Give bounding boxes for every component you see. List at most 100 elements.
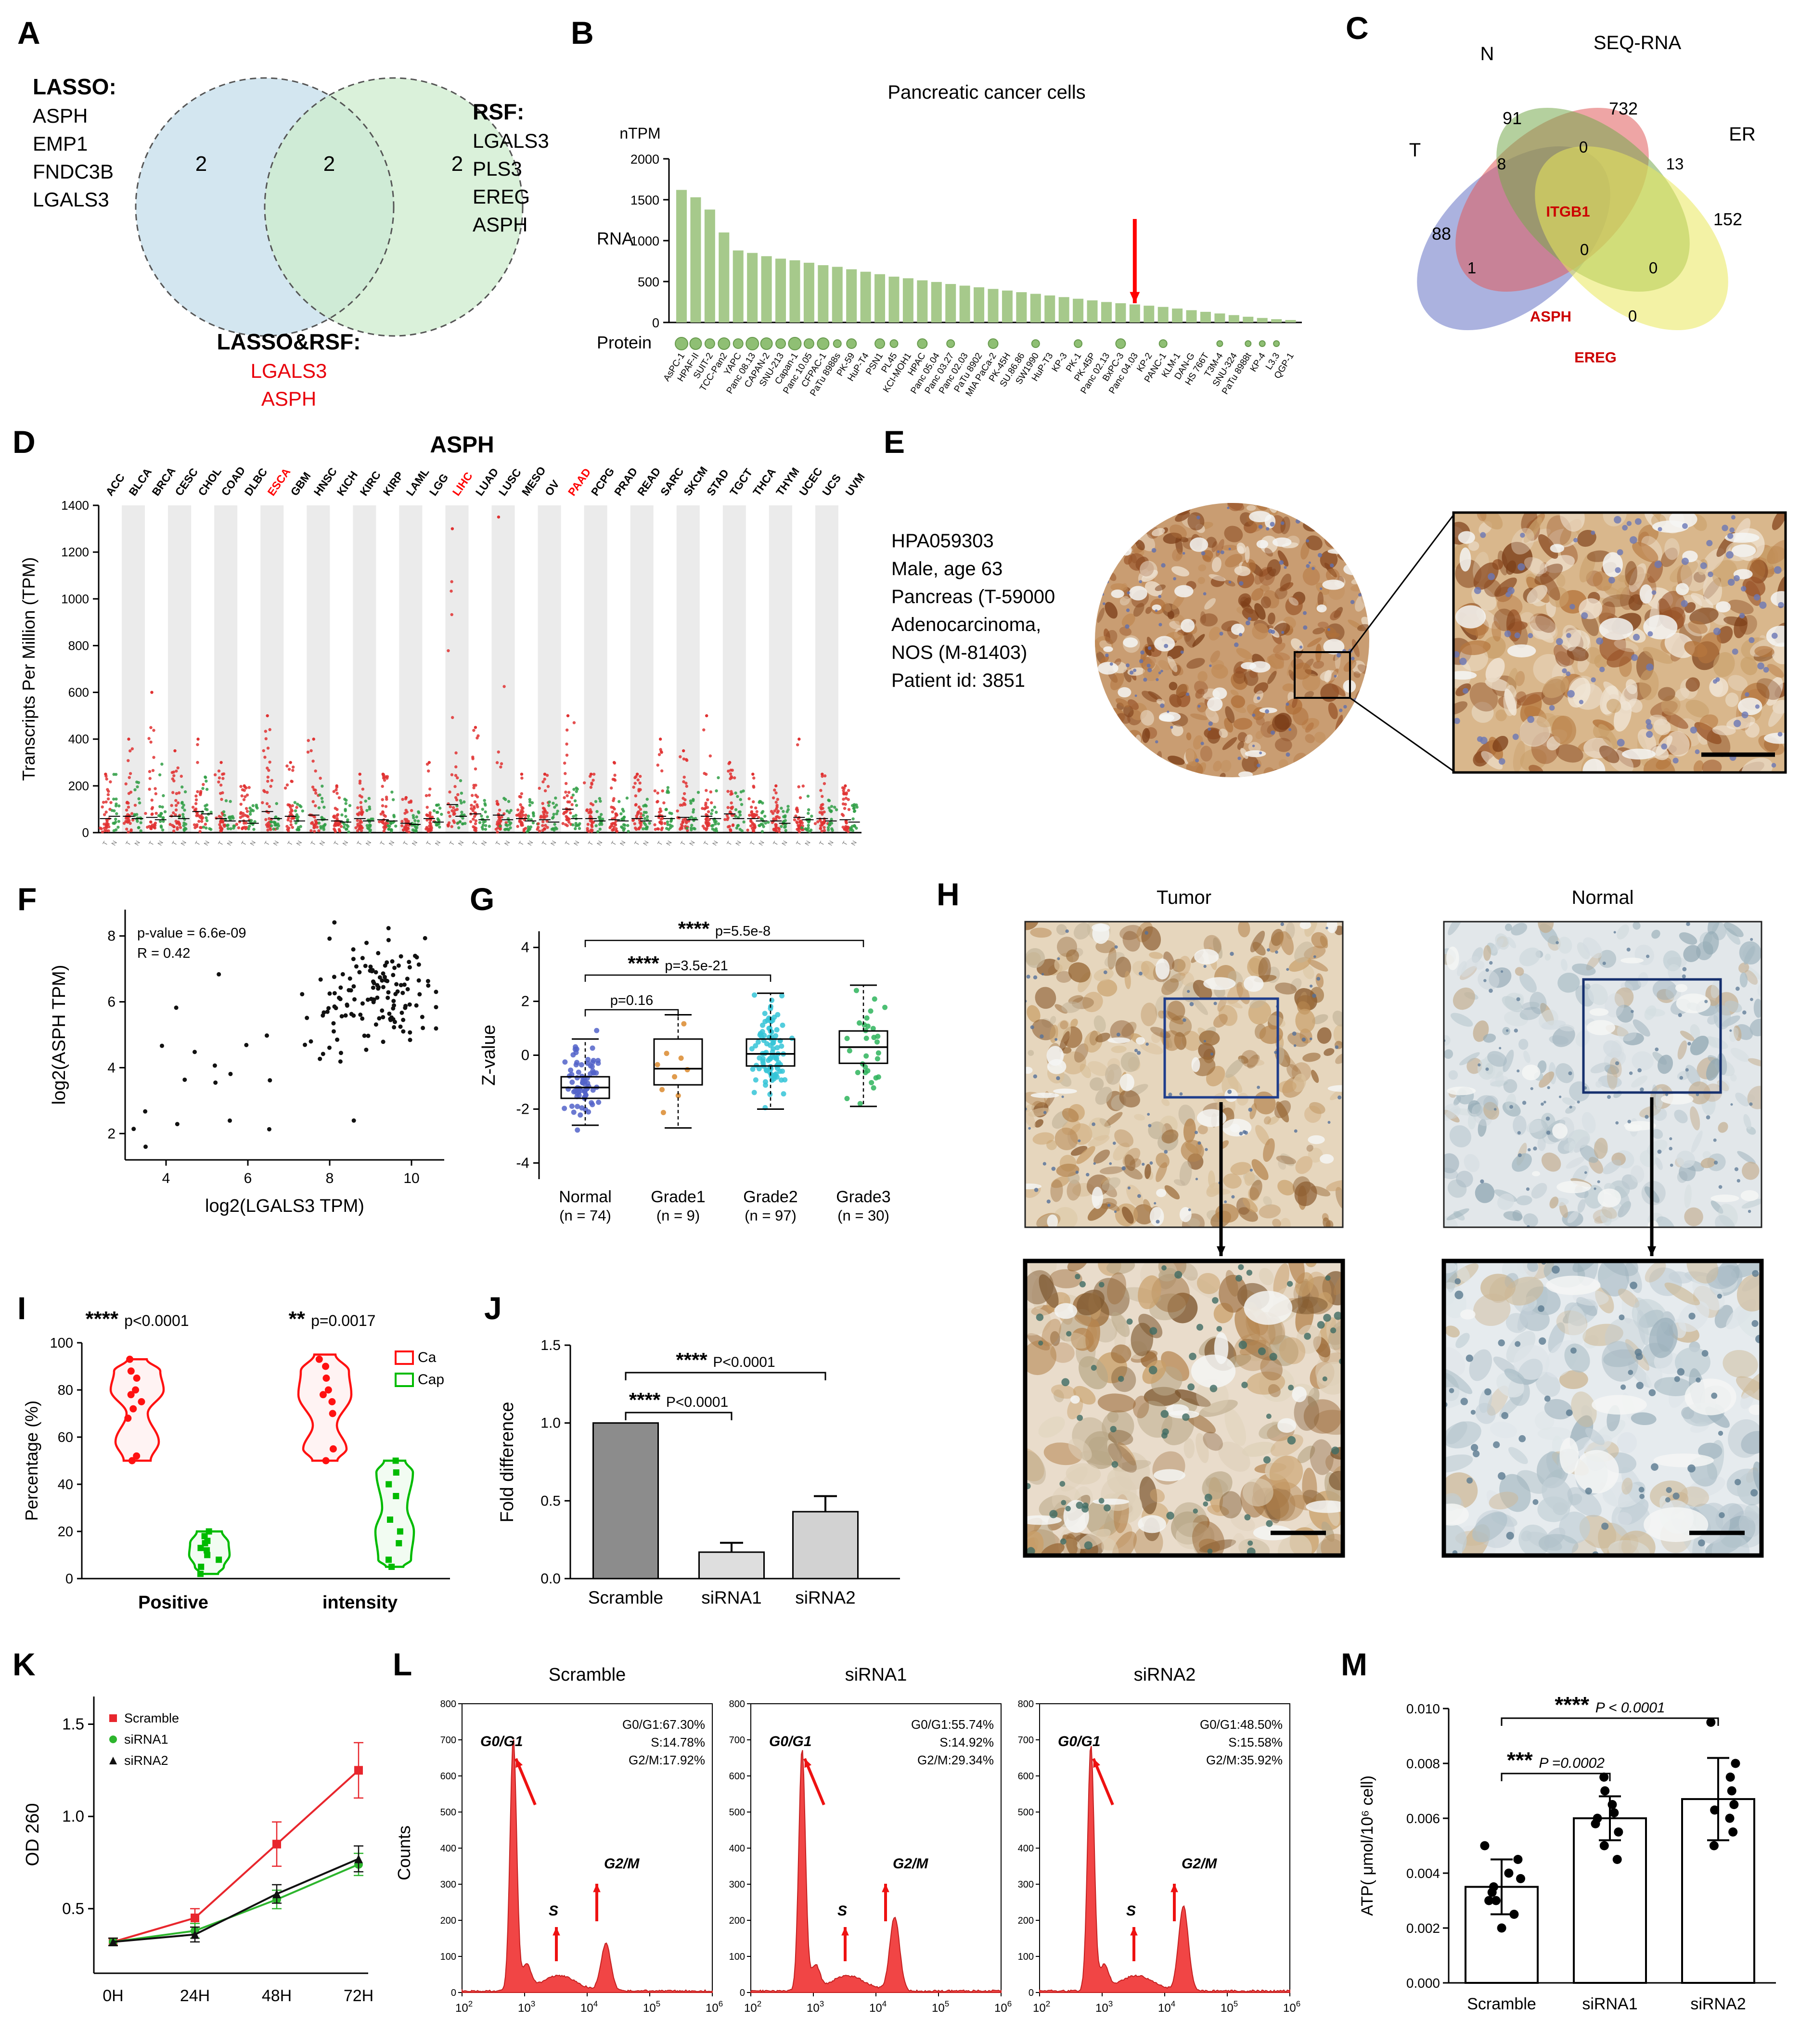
svg-text:6: 6 [244,1170,252,1186]
svg-text:RNA: RNA [597,229,633,248]
svg-text:4: 4 [521,939,529,956]
svg-text:1000: 1000 [61,591,89,606]
panel-j-letter: J [484,1290,502,1326]
svg-text:Grade1: Grade1 [651,1188,705,1206]
svg-text:4: 4 [162,1170,170,1186]
svg-text:N: N [711,839,720,847]
svg-text:-4: -4 [516,1154,529,1171]
panel-c-letter: C [1346,10,1369,46]
svg-text:UVM: UVM [843,471,867,498]
info-line: Patient id: 3851 [891,670,1025,691]
svg-text:N: N [110,839,118,847]
panel-h: Tumor Normal H [934,876,1800,1569]
svg-text:0: 0 [1649,259,1658,277]
svg-text:N: N [642,839,650,847]
svg-text:T: T [795,840,803,847]
svg-text:N: N [549,839,558,847]
asph-tcga-strip-plot: ASPH Transcripts Per Million (TPM) 0 200 400… [19,432,867,847]
panel-f: 4 6 8 10 2 4 6 8 log2(LGALS3 TPM) log2(ASPH TPM) p… [14,881,462,1271]
svg-text:OV: OV [542,477,562,498]
svg-text:N: N [849,839,858,847]
svg-text:N: N [757,839,766,847]
svg-text:2000: 2000 [630,152,659,167]
patient-info: HPA059303 Male, age 63 Pancreas (T-59000… [891,527,1055,694]
svg-text:N: N [364,839,373,847]
svg-text:1: 1 [1467,259,1476,277]
svg-text:0: 0 [1628,307,1637,325]
svg-text:PRAD: PRAD [612,465,640,498]
svg-text:KIRC: KIRC [358,469,384,498]
svg-text:91: 91 [1503,108,1522,128]
svg-text:CESC: CESC [172,466,200,498]
svg-text:8: 8 [1497,155,1506,173]
svg-text:400: 400 [68,732,89,746]
svg-text:T: T [424,840,433,847]
svg-text:LUAD: LUAD [473,466,501,498]
correlation-scatter: 4 6 8 10 2 4 6 8 log2(LGALS3 TPM) log2(ASPH TPM) p… [49,910,444,1216]
panel-e: E HPA059303 Male, age 63 Pancreas (T-590… [881,424,1800,871]
svg-text:T: T [263,840,271,847]
svg-text:N: N [411,839,419,847]
svg-text:N: N [618,839,627,847]
svg-text:ASPH: ASPH [430,432,494,458]
panel-k: 0.5 1.0 1.5 OD 260 0H 24H 48H 72H Scramble siRNA1… [10,1646,390,2036]
svg-text:0: 0 [82,825,89,840]
svg-text:ESCA: ESCA [265,466,293,498]
svg-text:N: N [572,839,581,847]
svg-text:T: T [147,840,155,847]
svg-text:THCA: THCA [750,466,778,498]
svg-text:log2(LGALS3 TPM): log2(LGALS3 TPM) [205,1196,364,1216]
panel-a-letter: A [17,15,40,51]
svg-text:N: N [1480,43,1494,64]
svg-text:N: N [387,839,396,847]
svg-text:**** p=5.5e-8: **** p=5.5e-8 [678,917,771,940]
svg-text:Protein: Protein [597,333,652,352]
svg-text:Normal: Normal [559,1188,612,1206]
svg-text:(n = 74): (n = 74) [559,1207,611,1224]
panel-m: 0.000 0.002 0.004 0.006 0.008 0.010 ATP( μmol/… [1338,1646,1800,2036]
svg-text:N: N [318,839,327,847]
rsf-gene: EREG [473,185,530,208]
svg-text:LUSC: LUSC [496,466,524,498]
svg-text:732: 732 [1609,99,1638,118]
rsf-gene: LGALS3 [473,129,549,152]
svg-text:SARC: SARC [658,465,686,498]
svg-text:N: N [341,839,350,847]
svg-text:p-value = 6.6e-09: p-value = 6.6e-09 [137,926,246,941]
svg-text:N: N [202,839,211,847]
info-line: Pancreas (T-59000 [891,586,1055,607]
svg-text:READ: READ [635,465,663,498]
svg-text:EREG: EREG [1574,349,1617,366]
svg-text:10: 10 [403,1170,419,1186]
svg-text:T: T [101,840,109,847]
svg-text:T: T [240,840,248,847]
svg-text:HNSC: HNSC [311,465,339,498]
panel-d-letter: D [13,424,36,460]
svg-text:TGCT: TGCT [727,466,755,498]
panel-k-letter: K [13,1646,36,1682]
svg-text:Tumor: Tumor [1157,887,1211,908]
svg-text:T: T [841,840,849,847]
rsf-gene-list: RSF: LGALS3 PLS3 EREG ASPH [473,96,549,239]
panel-d: ASPH Transcripts Per Million (TPM) 0 200 400… [10,424,876,871]
svg-text:13: 13 [1666,155,1684,173]
panel-j: 0.0 0.5 1.0 1.5 Fold difference Scramble siRNA… [481,1290,914,1627]
svg-text:8: 8 [326,1170,334,1186]
svg-text:T: T [193,840,202,847]
svg-text:BLCA: BLCA [126,466,154,498]
lasso-gene: FNDC3B [33,160,114,183]
svg-text:T: T [818,840,826,847]
svg-text:1200: 1200 [61,545,89,559]
svg-text:2: 2 [107,1126,116,1142]
lasso-gene-list: LASSO: ASPH EMP1 FNDC3B LGALS3 [33,71,116,214]
svg-text:Normal: Normal [1572,887,1634,908]
panel-a: 2 2 2 A LASSO: ASPH EMP1 FNDC3B LGALS3 RSF… [14,14,563,414]
svg-text:N: N [156,839,165,847]
rsf-gene: ASPH [473,213,528,236]
svg-text:500: 500 [638,275,659,289]
svg-text:T: T [471,840,479,847]
info-line: HPA059303 [891,530,994,552]
